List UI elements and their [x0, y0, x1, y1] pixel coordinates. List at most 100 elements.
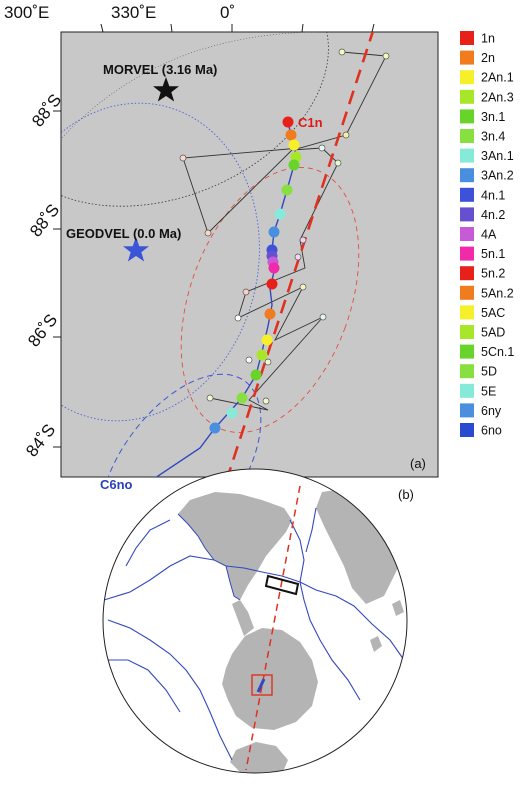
- pole-5an2: [264, 308, 276, 320]
- legend-label: 2An.1: [481, 71, 514, 85]
- pole-3an2: [268, 226, 280, 238]
- pole-5n2: [266, 278, 278, 290]
- legend-label: 5An.2: [481, 286, 514, 300]
- morvel-label: MORVEL (3.16 Ma): [103, 62, 217, 77]
- pole-5n1: [268, 262, 280, 274]
- pole-path-miniature: [256, 678, 266, 693]
- left-tick-label-88s-upper: 88˚S: [28, 90, 65, 130]
- legend-label: 2An.3: [481, 90, 514, 104]
- globe-outline: [102, 468, 408, 774]
- globe-great-circle: [245, 485, 301, 771]
- small-island: [392, 600, 404, 616]
- chron-pole-markers: [141, 116, 302, 490]
- legend-swatch: [460, 423, 474, 437]
- legend-label: 6no: [481, 424, 502, 438]
- legend-swatch: [460, 305, 474, 320]
- legend-label: 5E: [481, 384, 496, 398]
- pole-2an1: [288, 139, 300, 151]
- legend: 1n 2n 2An.1 2An.3 3n.1 3n.4 3An.1 3An.2 4n.1 4n.2…: [460, 31, 514, 438]
- legend-swatch: [460, 109, 474, 124]
- legend-swatch: [460, 148, 474, 163]
- legend-swatch: [460, 50, 474, 65]
- legend-label: 4n.2: [481, 208, 505, 222]
- legend-swatch: [460, 364, 474, 379]
- pole-3an1: [274, 208, 286, 220]
- c1n-label: C1n: [298, 115, 323, 130]
- pole-2n: [285, 129, 297, 141]
- pole-5ac: [261, 334, 273, 346]
- legend-swatch: [460, 207, 474, 222]
- morvel-star-icon: [153, 77, 179, 102]
- legend-swatch: [460, 168, 474, 183]
- legend-swatch: [460, 344, 474, 359]
- legend-label: 1n: [481, 32, 495, 46]
- c6no-confidence-ellipse: [98, 373, 262, 477]
- legend-swatch: [460, 227, 474, 241]
- legend-label: 5Cn.1: [481, 345, 514, 359]
- legend-swatch: [460, 383, 474, 398]
- pole-3n4: [281, 184, 293, 196]
- pole-5d: [236, 392, 248, 404]
- left-tick-marks: [53, 110, 61, 448]
- top-tick-label-330e: 330˚E: [111, 3, 156, 22]
- top-tick-marks: [100, 23, 375, 33]
- small-island: [370, 636, 382, 652]
- legend-label: 3n.1: [481, 110, 505, 124]
- legend-label: 5n.2: [481, 267, 505, 281]
- legend-label: 5D: [481, 365, 497, 379]
- legend-swatch: [460, 285, 474, 300]
- pole-5e: [226, 407, 238, 419]
- legend-swatch: [460, 187, 474, 202]
- globe-ocean: [103, 469, 407, 773]
- legend-label: 4n.1: [481, 188, 505, 202]
- geodvel-label: GEODVEL (0.0 Ma): [66, 226, 181, 241]
- pole-5cn1: [250, 369, 262, 381]
- left-tick-label-86s: 86˚S: [24, 310, 61, 350]
- legend-label: 5n.1: [481, 247, 505, 261]
- pole-5ad: [256, 349, 268, 361]
- plate-boundaries: [103, 507, 405, 761]
- panel-a-map-background: [60, 31, 439, 478]
- best-fit-great-circle: [226, 32, 375, 477]
- legend-swatch: [460, 89, 474, 104]
- left-tick-label-88s-lower: 88˚S: [26, 200, 63, 240]
- legend-swatch: [460, 266, 474, 281]
- australia-landmass: [230, 742, 288, 773]
- pole-1n: [282, 116, 294, 128]
- left-tick-label-84s: 84˚S: [22, 420, 59, 460]
- legend-label: 3An.2: [481, 169, 514, 183]
- panel-b: (b): [102, 468, 414, 774]
- panel-a: 300˚E 330˚E 0˚ 88˚S 88˚S 86˚S 84˚S: [4, 3, 439, 492]
- legend-swatch: [460, 129, 474, 143]
- legend-label: 4A: [481, 228, 497, 242]
- graticule-arc: [61, 32, 330, 140]
- legend-label: 6ny: [481, 404, 502, 418]
- antarctic-peninsula: [232, 600, 254, 636]
- legend-label: 3An.1: [481, 149, 514, 163]
- legend-swatch: [460, 325, 474, 339]
- c6no-label: C6no: [100, 477, 133, 492]
- antarctica-landmass: [222, 628, 318, 730]
- mean-pole-confidence-ellipse: [180, 167, 360, 433]
- study-area-box: [264, 574, 300, 596]
- panel-a-extent-box: [251, 674, 273, 696]
- legend-swatch: [460, 403, 474, 418]
- south-america-landmass: [178, 492, 292, 600]
- geodvel-confidence-ellipse: [61, 102, 260, 422]
- pole-3n1: [288, 159, 300, 171]
- panel-a-tag: (a): [410, 456, 426, 471]
- legend-swatch: [460, 70, 474, 85]
- legend-label: 2n: [481, 51, 495, 65]
- panel-b-tag: (b): [398, 487, 414, 502]
- geodvel-star-icon: [123, 237, 149, 262]
- pole-6ny: [209, 422, 221, 434]
- top-tick-label-0: 0˚: [220, 3, 235, 22]
- legend-label: 5AD: [481, 326, 505, 340]
- legend-label: 5AC: [481, 306, 505, 320]
- legend-label: 3n.4: [481, 130, 505, 144]
- pole-6no: [141, 479, 152, 490]
- legend-swatch: [460, 246, 474, 261]
- individual-pole-markers: [179, 48, 390, 405]
- top-tick-label-300e: 300˚E: [4, 3, 49, 22]
